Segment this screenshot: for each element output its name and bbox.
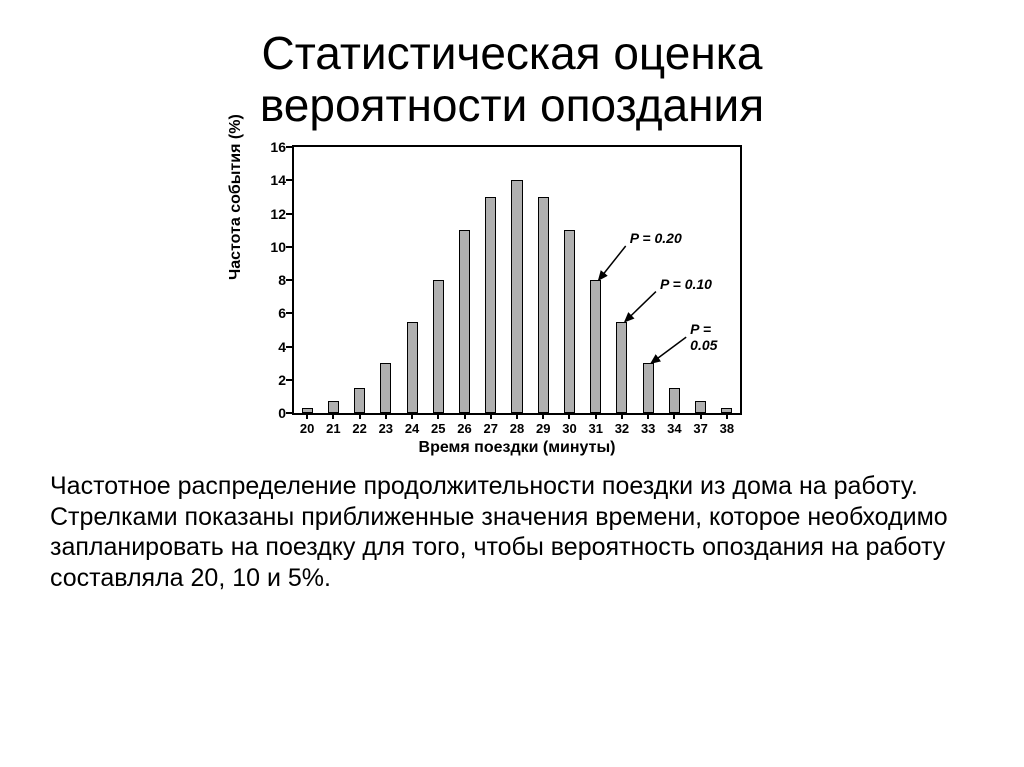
chart-container: Частота события (%) P = 0.20P = 0.10P = … [232, 145, 792, 457]
x-tick-label: 25 [431, 421, 445, 436]
x-tick-label: 21 [326, 421, 340, 436]
bar [485, 197, 496, 413]
bar [695, 401, 706, 413]
x-tick-label: 29 [536, 421, 550, 436]
x-tick-label: 23 [379, 421, 393, 436]
x-tick-label: 33 [641, 421, 655, 436]
y-tick-label: 4 [232, 339, 286, 355]
title-line2: вероятности опоздания [260, 79, 764, 131]
x-tick-label: 27 [484, 421, 498, 436]
slide-title: Статистическая оценка вероятности опозда… [50, 28, 974, 131]
x-tick-label: 20 [300, 421, 314, 436]
y-tick-label: 16 [232, 139, 286, 155]
y-tick-label: 12 [232, 206, 286, 222]
bar [590, 280, 601, 413]
bar [643, 363, 654, 413]
bar [433, 280, 444, 413]
y-tick-label: 6 [232, 305, 286, 321]
x-tick-label: 26 [457, 421, 471, 436]
x-tick-label: 24 [405, 421, 419, 436]
y-tick-label: 0 [232, 405, 286, 421]
x-tick-label: 32 [615, 421, 629, 436]
x-tick-label: 34 [667, 421, 681, 436]
bar [669, 388, 680, 413]
x-tick-label: 31 [588, 421, 602, 436]
x-tick-label: 38 [720, 421, 734, 436]
x-tick-label: 22 [352, 421, 366, 436]
caption-text: Частотное распределение продолжительност… [50, 471, 974, 593]
x-axis-label: Время поездки (минуты) [292, 439, 742, 457]
bar [328, 401, 339, 413]
bar [616, 322, 627, 413]
p-annotation: P = 0.20 [630, 230, 682, 246]
y-tick-label: 2 [232, 372, 286, 388]
bar [380, 363, 391, 413]
x-tick-label: 28 [510, 421, 524, 436]
bar [407, 322, 418, 413]
bar [511, 180, 522, 413]
y-tick-label: 10 [232, 239, 286, 255]
x-tick-label: 37 [693, 421, 707, 436]
y-tick-label: 8 [232, 272, 286, 288]
bar [354, 388, 365, 413]
title-line1: Статистическая оценка [262, 27, 763, 79]
p-annotation: P = 0.10 [660, 276, 712, 292]
bar [538, 197, 549, 413]
chart-plot-area: P = 0.20 P = 0.10 P = 0.05 [292, 145, 742, 415]
x-ticks: 20 21 22 23 24 25 26 27 28 29 30 31 32 33 34 37 38 [292, 415, 742, 437]
y-tick-label: 14 [232, 172, 286, 188]
p-annotation: P = 0.05 [690, 321, 740, 353]
x-tick-label: 30 [562, 421, 576, 436]
bar [459, 230, 470, 413]
bar [564, 230, 575, 413]
